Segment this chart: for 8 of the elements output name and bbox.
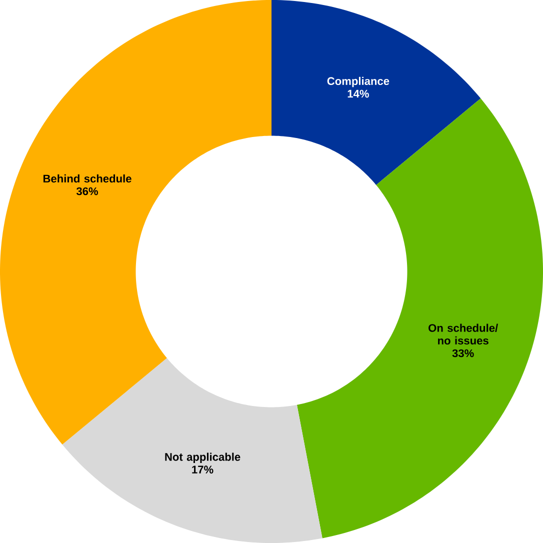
data-label: 17%: [192, 466, 214, 474]
data-label: 36%: [76, 187, 98, 196]
slice-label: On schedule/ no issues: [428, 324, 498, 345]
data-label: 14%: [348, 90, 369, 98]
data-label: 33%: [452, 349, 474, 358]
slice-label: Behind schedule: [43, 174, 132, 183]
slice-label: Compliance: [327, 76, 390, 88]
slice-label: Not applicable: [165, 452, 240, 464]
